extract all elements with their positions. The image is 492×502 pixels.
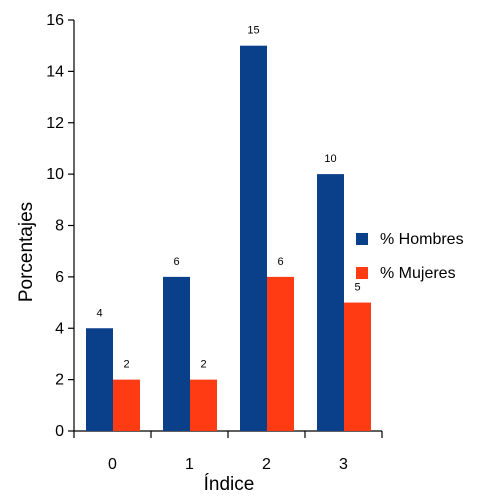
data-label: 6 bbox=[173, 256, 179, 268]
y-tick-label: 10 bbox=[46, 166, 64, 183]
bar-series-1-cat-1 bbox=[190, 379, 217, 431]
data-labels: 4 6 15 10 2 2 6 5 bbox=[96, 25, 360, 371]
x-axis-title: Índice bbox=[204, 474, 255, 495]
legend-swatch bbox=[356, 267, 368, 279]
bar-series-0-cat-1 bbox=[163, 276, 190, 431]
legend: % Hombres % Mujeres bbox=[356, 231, 464, 282]
data-label: 15 bbox=[247, 25, 259, 37]
legend-label: % Hombres bbox=[380, 231, 464, 248]
y-axis-title: Porcentajes bbox=[16, 202, 37, 302]
data-label: 4 bbox=[96, 307, 102, 319]
y-tick-label: 2 bbox=[55, 372, 64, 389]
y-axis: 0 2 4 6 8 10 12 14 16 bbox=[46, 12, 75, 440]
y-tick-label: 4 bbox=[55, 320, 64, 337]
y-tick-label: 6 bbox=[55, 269, 64, 286]
data-label: 5 bbox=[354, 282, 360, 294]
data-label: 2 bbox=[200, 359, 206, 371]
data-label: 2 bbox=[123, 359, 129, 371]
y-tick-label: 0 bbox=[55, 423, 64, 440]
data-label: 10 bbox=[324, 153, 336, 165]
bar-series-1-cat-2 bbox=[267, 276, 294, 431]
bar-series-0-cat-0 bbox=[86, 328, 113, 431]
legend-label: % Mujeres bbox=[380, 265, 456, 282]
bars bbox=[86, 45, 371, 431]
bar-series-1-cat-3 bbox=[344, 302, 371, 431]
data-label: 6 bbox=[277, 256, 283, 268]
y-tick-label: 12 bbox=[46, 115, 64, 132]
x-tick-label: 2 bbox=[262, 456, 271, 473]
legend-swatch bbox=[356, 233, 368, 245]
x-tick-label: 0 bbox=[108, 456, 117, 473]
bar-series-0-cat-3 bbox=[317, 174, 344, 431]
bar-series-0-cat-2 bbox=[240, 45, 267, 431]
y-tick-label: 8 bbox=[55, 218, 64, 235]
y-tick-label: 14 bbox=[46, 63, 64, 80]
x-axis: 0 1 2 3 bbox=[73, 430, 383, 473]
x-tick-label: 3 bbox=[339, 456, 348, 473]
y-tick-label: 16 bbox=[46, 12, 64, 29]
x-tick-label: 1 bbox=[185, 456, 194, 473]
bar-series-1-cat-0 bbox=[113, 379, 140, 431]
